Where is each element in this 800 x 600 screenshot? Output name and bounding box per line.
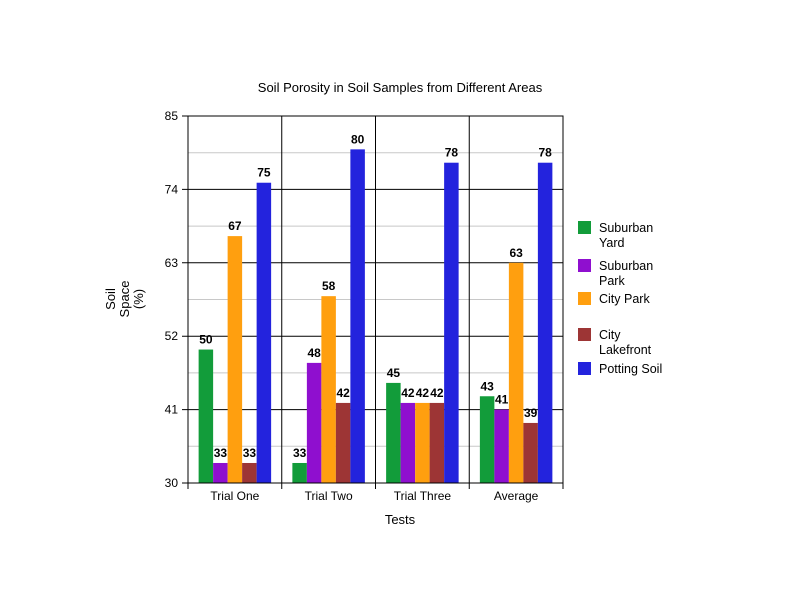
data-label: 33 xyxy=(293,446,307,460)
legend-label: Lakefront xyxy=(599,343,652,357)
legend-label: City Park xyxy=(599,292,650,306)
legend-swatch xyxy=(578,292,591,305)
bar xyxy=(198,349,214,483)
y-axis-ticks: 30 41 52 63 74 85 xyxy=(165,109,179,490)
x-tick-label: Trial Three xyxy=(394,489,452,503)
data-label: 48 xyxy=(307,346,321,360)
data-label: 58 xyxy=(322,279,336,293)
y-tick-label: 52 xyxy=(165,329,179,343)
y-axis-title-line: Space xyxy=(117,281,132,318)
y-axis-title-line: (%) xyxy=(131,289,146,309)
data-label: 45 xyxy=(387,366,401,380)
legend-label: Suburban xyxy=(599,259,653,273)
bar xyxy=(444,162,459,483)
x-tick-label: Trial One xyxy=(210,489,259,503)
y-axis-title-line: Soil xyxy=(103,288,118,310)
data-label: 63 xyxy=(509,246,523,260)
y-tick-label: 63 xyxy=(165,256,179,270)
legend-label: Yard xyxy=(599,236,625,250)
bar xyxy=(494,409,509,483)
plot-frame xyxy=(187,115,564,489)
bar xyxy=(537,162,553,483)
legend-swatch xyxy=(578,328,591,341)
plot-border xyxy=(187,115,564,484)
data-label: 67 xyxy=(228,219,242,233)
bar xyxy=(321,296,336,483)
bar xyxy=(508,262,524,483)
bars xyxy=(198,149,553,483)
data-label: 33 xyxy=(243,446,257,460)
bar xyxy=(350,149,365,483)
data-label: 75 xyxy=(257,166,271,180)
bar xyxy=(227,236,243,483)
data-label: 33 xyxy=(214,446,228,460)
x-axis-title: Tests xyxy=(385,512,416,527)
legend-swatch xyxy=(578,259,591,272)
bar xyxy=(523,422,538,483)
bar xyxy=(292,462,307,483)
bar xyxy=(386,382,401,483)
y-tick-label: 41 xyxy=(165,403,179,417)
x-axis-ticks: Trial One Trial Two Trial Three Average xyxy=(210,489,538,503)
data-label: 80 xyxy=(351,132,365,146)
legend-swatch xyxy=(578,221,591,234)
bar xyxy=(400,402,416,483)
data-label: 42 xyxy=(416,386,430,400)
y-tick-label: 85 xyxy=(165,109,179,123)
data-label: 78 xyxy=(445,146,459,160)
bar xyxy=(256,182,272,483)
x-tick-label: Trial Two xyxy=(305,489,353,503)
bar xyxy=(213,462,228,483)
data-label: 42 xyxy=(401,386,415,400)
data-label: 42 xyxy=(336,386,350,400)
legend-label: Suburban xyxy=(599,221,653,235)
bar xyxy=(335,402,351,483)
legend-label: City xyxy=(599,328,621,342)
bar xyxy=(306,362,322,483)
y-tick-label: 74 xyxy=(165,182,179,196)
bar xyxy=(429,402,445,483)
data-label: 41 xyxy=(495,393,509,407)
bar xyxy=(415,402,430,483)
chart-title: Soil Porosity in Soil Samples from Diffe… xyxy=(258,80,543,95)
legend-label: Park xyxy=(599,274,625,288)
x-tick-label: Average xyxy=(494,489,539,503)
data-label: 78 xyxy=(538,146,552,160)
y-tick-label: 30 xyxy=(165,476,179,490)
data-label: 43 xyxy=(480,379,494,393)
legend-label: Potting Soil xyxy=(599,362,662,376)
y-axis-title: Soil Space (%) xyxy=(103,281,146,318)
data-label: 42 xyxy=(430,386,444,400)
bar xyxy=(242,462,257,483)
bar xyxy=(479,396,495,483)
data-label: 50 xyxy=(199,333,213,347)
data-label: 39 xyxy=(524,406,538,420)
legend-swatch xyxy=(578,362,591,375)
